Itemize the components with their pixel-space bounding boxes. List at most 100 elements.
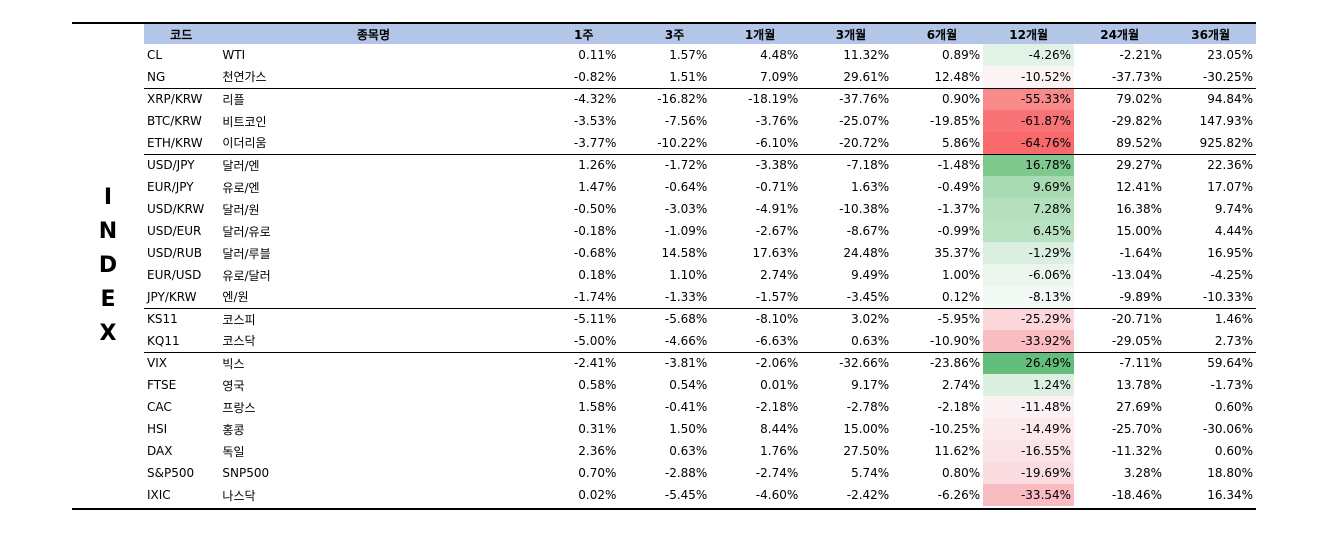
cell-3m: 0.63%	[851, 333, 890, 348]
cell-24m: 12.41%	[1116, 180, 1162, 194]
cell-3m: 9.17%	[851, 378, 890, 392]
cell-3m: 1.63%	[851, 180, 890, 194]
cell-36m: 4.44%	[1214, 224, 1253, 238]
cell-3m: -32.66%	[801, 351, 893, 374]
cell-name: 영국	[222, 378, 245, 393]
cell-1w: 1.47%	[578, 180, 617, 194]
cell-1m: -2.18%	[755, 400, 799, 414]
cell-3m: -2.42%	[846, 488, 890, 502]
table-row: CAC 프랑스 1.58% -0.41% -2.18% -2.78% -2.18% -11.4…	[144, 396, 1256, 418]
cell-name: 비트코인	[222, 114, 267, 129]
cell-12m: 7.28%	[983, 198, 1075, 220]
cell-24m: 79.02%	[1074, 87, 1165, 110]
cell-36m: 925.82%	[1199, 135, 1253, 150]
cell-6m: 0.80%	[942, 466, 981, 480]
header-1m: 1개월	[744, 27, 776, 42]
cell-1m: 0.01%	[760, 378, 799, 392]
cell-1w: 2.36%	[578, 444, 617, 458]
cell-12m: -64.76%	[983, 132, 1075, 154]
cell-code: XRP/KRW	[144, 87, 219, 110]
cell-24m: -2.21%	[1119, 48, 1162, 62]
cell-name: 프랑스	[222, 400, 256, 415]
cell-12m: -11.48%	[983, 396, 1075, 418]
header-6m: 6개월	[926, 27, 958, 42]
cell-12m: 6.45%	[983, 220, 1075, 242]
cell-24m: -29.05%	[1111, 333, 1162, 348]
cell-3w: -3.03%	[664, 202, 708, 216]
table-row: KS11 코스피 -5.11% -5.68% -8.10% 3.02% -5.95% -25.…	[144, 307, 1256, 330]
side-letter: N	[98, 219, 118, 244]
header-1w: 1주	[573, 27, 594, 42]
cell-24m: 13.78%	[1116, 378, 1162, 392]
cell-name: 유로/달러	[222, 268, 271, 283]
cell-36m: -10.33%	[1202, 289, 1253, 304]
cell-12m: -1.29%	[983, 242, 1075, 264]
cell-36m: 2.73%	[1214, 333, 1253, 348]
cell-1w: -2.41%	[528, 351, 620, 374]
cell-3w: -3.81%	[619, 351, 711, 374]
cell-1w: 1.26%	[528, 153, 620, 176]
cell-6m: -0.99%	[937, 224, 981, 238]
cell-6m: 1.00%	[942, 268, 981, 282]
cell-6m: -10.90%	[930, 333, 981, 348]
table-row: BTC/KRW 비트코인 -3.53% -7.56% -3.76% -25.07% -19.…	[144, 110, 1256, 132]
cell-1m: 4.48%	[760, 48, 799, 62]
cell-name: 달러/유로	[222, 224, 271, 239]
cell-24m: -37.73%	[1111, 69, 1162, 84]
cell-1m: -3.76%	[755, 114, 799, 128]
cell-1m: -4.60%	[755, 488, 799, 502]
cell-24m: -11.32%	[1111, 444, 1162, 458]
cell-3w: -5.45%	[664, 488, 708, 502]
cell-6m: 11.62%	[934, 444, 981, 458]
side-letter: E	[100, 287, 116, 312]
cell-code: HSI	[147, 422, 168, 436]
cell-1m: -2.67%	[755, 224, 799, 238]
cell-1m: -4.91%	[755, 202, 799, 216]
cell-3m: -7.18%	[801, 153, 893, 176]
table-frame	[72, 22, 1256, 510]
cell-6m: 12.48%	[934, 69, 981, 84]
cell-3w: 1.10%	[669, 268, 708, 282]
cell-12m: -33.92%	[983, 330, 1075, 352]
cell-3w: -7.56%	[664, 114, 708, 128]
cell-1w: -3.53%	[573, 114, 617, 128]
cell-name: 코스피	[218, 307, 529, 330]
cell-3m: -3.45%	[846, 289, 890, 304]
cell-1w: 0.70%	[578, 466, 617, 480]
cell-6m: -5.95%	[892, 307, 984, 330]
table-row: HSI 홍콩 0.31% 1.50% 8.44% 15.00% -10.25% -14.49%…	[144, 418, 1256, 440]
cell-36m: -30.06%	[1202, 422, 1253, 436]
cell-6m: 0.89%	[942, 48, 981, 62]
cell-code: USD/JPY	[144, 153, 219, 176]
cell-name: 코스닥	[222, 334, 256, 349]
cell-1m: 2.74%	[760, 268, 799, 282]
cell-12m: -10.52%	[983, 66, 1075, 88]
cell-name: 이더리움	[222, 136, 267, 151]
cell-1m: -8.10%	[710, 307, 802, 330]
cell-24m: -25.70%	[1111, 422, 1162, 436]
cell-3w: -1.33%	[664, 289, 708, 304]
cell-code: EUR/USD	[147, 268, 202, 282]
header-36m: 36개월	[1191, 27, 1230, 42]
cell-1w: -3.77%	[573, 135, 617, 150]
header-code: 코드	[170, 27, 193, 42]
cell-12m: -14.49%	[983, 418, 1075, 440]
cell-3w: -5.68%	[619, 307, 711, 330]
cell-3m: 5.74%	[851, 466, 890, 480]
cell-24m: -1.64%	[1119, 246, 1162, 260]
cell-code: USD/KRW	[147, 202, 205, 216]
cell-1w: 0.58%	[578, 378, 617, 392]
cell-1m: -0.71%	[755, 180, 799, 194]
cell-12m: -16.55%	[983, 440, 1075, 462]
cell-36m: -1.73%	[1210, 378, 1253, 392]
cell-36m: 147.93%	[1199, 114, 1253, 128]
cell-24m: -20.71%	[1074, 307, 1165, 330]
cell-name: SNP500	[222, 466, 270, 480]
cell-6m: -0.49%	[937, 180, 981, 194]
cell-code: CAC	[147, 400, 172, 414]
cell-24m: -9.89%	[1119, 289, 1162, 304]
cell-3w: 1.51%	[669, 69, 708, 84]
cell-24m: -29.82%	[1111, 114, 1162, 128]
cell-3w: -0.41%	[664, 400, 708, 414]
table-row: NG 천연가스 -0.82% 1.51% 7.09% 29.61% 12.48% -10.52…	[144, 66, 1256, 88]
